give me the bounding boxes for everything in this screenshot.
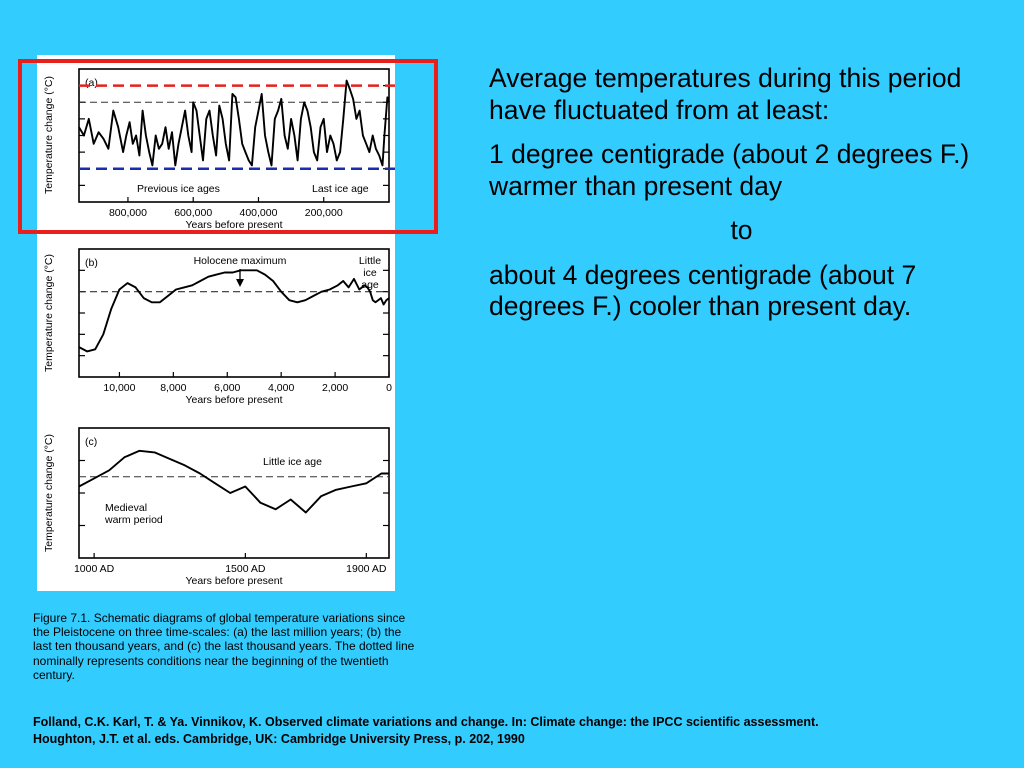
panel-a-xlabel: Years before present [185,219,282,231]
panel-c-frame [78,427,390,559]
panel-c-annotation-cold: Little ice age [263,456,322,468]
panel-b-annotation-little-ice-age: age [361,279,379,291]
to-text: to [730,215,753,245]
panel-b-frame [78,248,390,378]
panel-b-annotation-arrowhead [236,279,244,287]
warmer-text: 1 degree centigrade (about 2 degrees F.)… [489,139,970,201]
citation-line-2: Houghton, J.T. et al. eds. Cambridge, UK… [33,732,525,746]
panel-a-annotation-previous: Previous ice ages [137,183,220,195]
citation: Folland, C.K. Karl, T. & Ya. Vinnikov, K… [33,714,993,748]
cooler-text: about 4 degrees centigrade (about 7 degr… [489,259,917,322]
panel-a-label: (a) [85,77,98,89]
panel-c-ylabel: Temperature change (°C) [43,434,55,552]
panel-c-xtick-label: 1500 AD [225,563,266,575]
panel-b-ylabel: Temperature change (°C) [43,254,55,372]
temperature-figure: 800,000 600,000 400,000 200,000 Years before… [43,68,395,587]
panel-c-xtick-label: 1900 AD [346,563,387,575]
panel-c-series-line [78,449,389,514]
figure-panel: 800,000 600,000 400,000 200,000 Years before… [37,55,395,591]
panel-b-xtick-label: 10,000 [103,382,135,394]
intro-text: Average temperatures during this period … [489,63,962,125]
panel-c-annotation-warm: warm period [104,514,163,526]
panel-a-xtick-label: 600,000 [174,207,212,219]
panel-a-xtick-label: 200,000 [305,207,343,219]
panel-b-xtick-label: 4,000 [268,382,294,394]
panel-b-annotation-little-ice-age: ice [363,267,377,279]
panel-a-series-line [78,79,390,167]
panel-b-annotation-little-ice-age: Little [359,255,381,267]
panel-b-xtick-label: 0 [386,382,392,394]
panel-b-series-line [78,269,390,353]
panel-c-annotation-warm: Medieval [105,502,147,514]
figure-caption: Figure 7.1. Schematic diagrams of global… [33,611,415,682]
citation-line-1: Folland, C.K. Karl, T. & Ya. Vinnikov, K… [33,715,819,729]
panel-b-xtick-label: 8,000 [160,382,186,394]
panel-a-xtick-label: 800,000 [109,207,147,219]
panel-a-annotation-last: Last ice age [312,183,369,195]
panel-c-label: (c) [85,436,97,448]
panel-a-xtick-label: 400,000 [239,207,277,219]
panel-c-xtick-label: 1000 AD [74,563,115,575]
panel-b-xtick-label: 6,000 [214,382,240,394]
panel-b-label: (b) [85,257,98,269]
panel-c-xlabel: Years before present [185,575,282,587]
panel-b-xtick-label: 2,000 [322,382,348,394]
panel-b-xlabel: Years before present [185,394,282,406]
summary-text: Average temperatures during this period … [489,63,1004,336]
panel-a-ylabel: Temperature change (°C) [43,76,55,194]
panel-b-annotation-peak: Holocene maximum [194,255,287,267]
